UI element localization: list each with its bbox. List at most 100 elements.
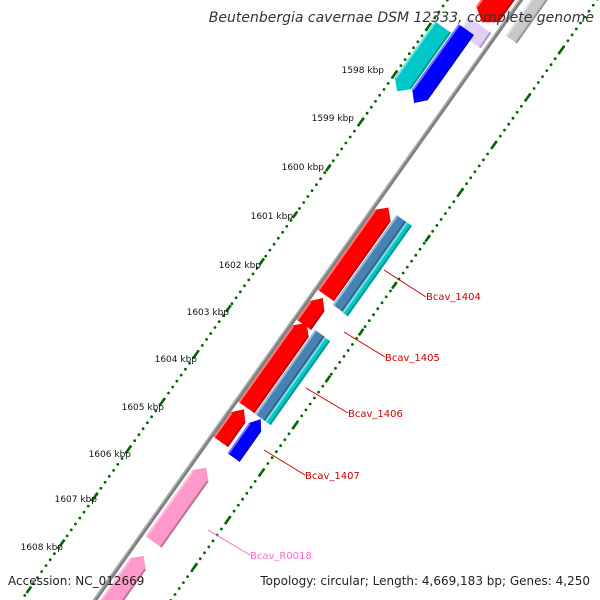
ruler-tick-label: 1599 kbp <box>312 114 355 124</box>
ruler-dot-inner <box>304 408 308 412</box>
ruler-dot-inner <box>486 152 489 156</box>
ruler-dot-outer <box>353 129 356 133</box>
ruler-dot-inner <box>367 319 371 322</box>
ruler-dot-inner <box>507 122 511 126</box>
feature-top-gray-shape[interactable] <box>505 0 560 44</box>
ruler-dot-inner <box>380 301 384 305</box>
ruler-major-tick <box>191 562 199 571</box>
ruler-dot-outer <box>179 373 183 377</box>
feature-bcav-1405[interactable] <box>296 298 325 330</box>
ruler-dot-outer <box>374 99 377 103</box>
feature-bcav-1407-blue[interactable] <box>227 419 262 462</box>
ruler-dot-inner <box>418 247 422 251</box>
feature-bcav-r0018-shape[interactable] <box>145 467 209 548</box>
ruler-major-tick <box>125 445 133 454</box>
ruler-dot-inner <box>253 480 257 483</box>
ruler-dot-inner <box>541 75 544 78</box>
ruler-dot-inner <box>401 271 405 275</box>
ruler-dot-outer <box>247 278 251 282</box>
feature-bcav-1407-red[interactable] <box>213 409 246 448</box>
feature-bcav-1404-red[interactable] <box>317 207 391 302</box>
ruler-dot-inner <box>469 176 473 180</box>
gene-label[interactable]: Bcav_1407 <box>305 471 360 482</box>
genome-title: Beutenbergia cavernae DSM 12333, complet… <box>208 10 594 26</box>
ruler-dot-outer <box>399 64 403 67</box>
ruler-dot-inner <box>448 206 451 209</box>
feature-bcav-1404-steel[interactable] <box>332 215 407 312</box>
ruler-dot-inner <box>279 444 282 448</box>
ruler-tick-label: 1604 kbp <box>155 355 198 365</box>
feature-bcav-1405-shape[interactable] <box>296 298 325 330</box>
feature-top-red-shape[interactable] <box>476 0 535 23</box>
feature-top-lavender-shape[interactable] <box>457 16 492 49</box>
feature-top-red-highlight <box>476 0 483 8</box>
ruler-dot-outer <box>230 302 234 306</box>
ruler-dot-inner <box>579 21 582 25</box>
gene-label[interactable]: Bcav_1404 <box>426 292 481 303</box>
ruler-dot-outer <box>188 361 192 365</box>
feature-bcav-1407-red-shade <box>226 421 246 448</box>
feature-bcav-1406-steel-shape[interactable] <box>255 329 325 421</box>
ruler-dot-outer <box>382 88 386 91</box>
feature-cyan-top-shape[interactable] <box>394 21 451 92</box>
feature-top-lavender-shade <box>479 31 492 49</box>
ruler-dot-inner <box>313 396 316 400</box>
ruler-major-tick <box>557 46 565 55</box>
ruler-dot-inner <box>583 15 587 19</box>
ruler-dot-inner <box>587 9 591 13</box>
ruler-dot-outer <box>40 570 44 573</box>
ruler-tick-label: 1608 kbp <box>21 543 64 553</box>
ruler-major-tick <box>457 187 465 196</box>
feature-blue-top[interactable] <box>412 24 474 103</box>
ruler-dot-inner <box>266 462 270 465</box>
ruler-dot-outer <box>57 546 60 550</box>
ruler-dot-outer <box>302 201 306 204</box>
ruler-dot-outer <box>272 242 276 246</box>
accession-text: Accession: NC_012669 <box>8 574 145 588</box>
feature-blue-top-shape[interactable] <box>412 24 474 103</box>
feature-bcav-1404-red-shape[interactable] <box>317 207 391 302</box>
ruler-dot-outer <box>369 105 373 109</box>
feature-bcav-1404-cyan-shape[interactable] <box>342 221 412 317</box>
gene-label[interactable]: Bcav_1406 <box>348 409 403 420</box>
ruler-dot-outer <box>91 498 94 502</box>
ruler-dot-inner <box>338 360 342 364</box>
ruler-dot-outer <box>298 207 301 210</box>
feature-bcav-1404-cyan[interactable] <box>342 221 412 317</box>
ruler-dot-inner <box>275 450 278 453</box>
feature-bcav-1406-red[interactable] <box>238 323 309 414</box>
feature-bcav-r0018[interactable] <box>145 467 209 548</box>
ruler-dot-inner <box>482 158 485 162</box>
ruler-major-tick <box>191 351 199 360</box>
feature-bottom-pink-shape[interactable] <box>94 555 146 600</box>
feature-top-gray[interactable] <box>505 0 560 44</box>
feature-bcav-1407-blue-shape[interactable] <box>227 419 262 462</box>
feature-bcav-1404-steel-shape[interactable] <box>332 215 407 312</box>
callout-line <box>343 331 386 358</box>
ruler-dot-outer <box>407 52 411 56</box>
feature-bcav-1406-steel[interactable] <box>255 329 325 421</box>
gene-label[interactable]: Bcav_R0018 <box>250 551 312 562</box>
gene-label[interactable]: Bcav_1405 <box>385 353 440 364</box>
ruler-dot-inner <box>503 128 506 132</box>
ruler-dot-inner <box>410 259 413 263</box>
ruler-dot-inner <box>177 587 181 590</box>
feature-bcav-1406-cyan[interactable] <box>265 337 331 426</box>
ruler-dot-outer <box>445 0 449 2</box>
ruler-major-tick <box>25 585 33 594</box>
feature-bottom-pink-shade <box>122 568 146 600</box>
backbone-highlight <box>92 0 521 600</box>
feature-top-red[interactable] <box>476 0 535 23</box>
ruler-dot-inner <box>520 104 523 108</box>
feature-bcav-1406-cyan-shape[interactable] <box>265 337 331 426</box>
ruler-dot-outer <box>205 338 208 341</box>
feature-bcav-1404-cyan-shade <box>346 224 412 317</box>
feature-bottom-pink[interactable] <box>94 555 146 600</box>
ruler-dot-inner <box>249 485 253 489</box>
feature-bcav-1406-red-shape[interactable] <box>238 323 309 414</box>
feature-bcav-1407-red-shape[interactable] <box>213 409 246 448</box>
ruler-dot-outer <box>209 332 213 335</box>
feature-cyan-top[interactable] <box>394 21 451 92</box>
ruler-dot-inner <box>511 116 515 120</box>
ruler-dot-inner <box>203 551 206 555</box>
